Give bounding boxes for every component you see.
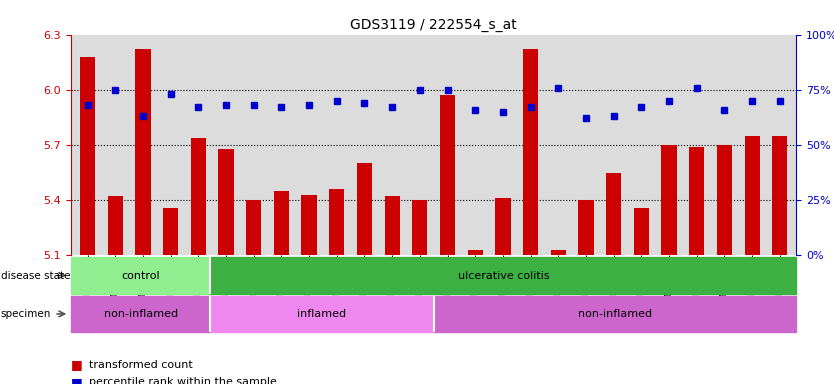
Bar [495,198,510,255]
Bar [717,145,732,255]
Text: ■: ■ [71,358,83,371]
Bar [634,207,649,255]
Text: transformed count: transformed count [89,360,193,370]
Bar [274,191,289,255]
Bar [384,197,399,255]
Bar [523,49,538,255]
Bar [440,95,455,255]
Bar [163,207,178,255]
Bar [606,172,621,255]
Text: percentile rank within the sample: percentile rank within the sample [89,377,277,384]
Text: specimen: specimen [1,309,51,319]
Bar [661,145,676,255]
Bar [210,296,434,332]
Bar [71,257,210,294]
Bar [71,296,210,332]
Text: ulcerative colitis: ulcerative colitis [458,270,550,281]
Title: GDS3119 / 222554_s_at: GDS3119 / 222554_s_at [350,18,517,32]
Text: disease state: disease state [1,270,70,281]
Bar [772,136,787,255]
Bar [579,200,594,255]
Bar [357,163,372,255]
Bar [745,136,760,255]
Bar [219,149,234,255]
Bar [246,200,261,255]
Bar [468,250,483,255]
Text: inflamed: inflamed [298,309,347,319]
Text: non-inflamed: non-inflamed [103,309,178,319]
Text: non-inflamed: non-inflamed [578,309,652,319]
Bar [550,250,566,255]
Bar [329,189,344,255]
Bar [108,197,123,255]
Text: control: control [121,270,160,281]
Bar [689,147,705,255]
Bar [412,200,428,255]
Bar [191,137,206,255]
Bar [210,257,796,294]
Bar [434,296,796,332]
Text: ■: ■ [71,376,83,384]
Bar [301,195,317,255]
Bar [80,56,95,255]
Bar [135,49,150,255]
